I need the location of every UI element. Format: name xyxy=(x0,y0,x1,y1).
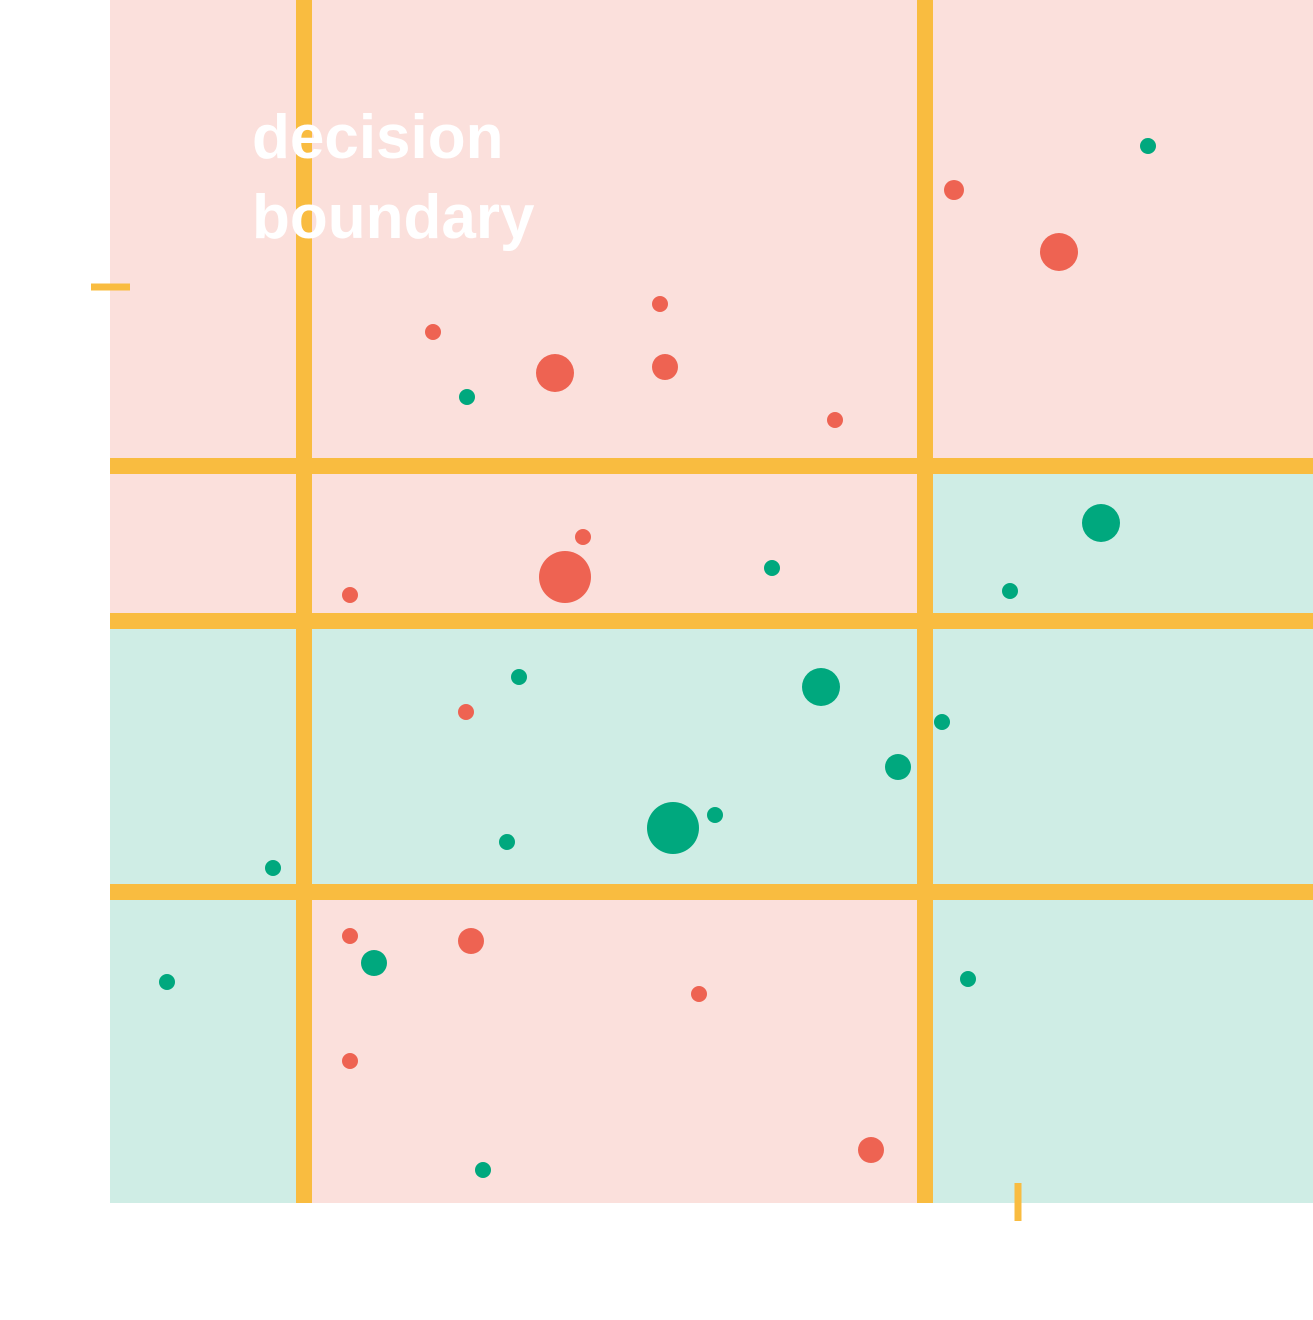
point xyxy=(647,802,699,854)
point xyxy=(539,551,591,603)
region-green xyxy=(110,621,1313,892)
point xyxy=(1002,583,1018,599)
point xyxy=(960,971,976,987)
point xyxy=(459,389,475,405)
point xyxy=(1140,138,1156,154)
region-red xyxy=(110,466,925,621)
region-green xyxy=(925,466,1313,621)
point xyxy=(652,296,668,312)
point xyxy=(944,180,964,200)
point xyxy=(425,324,441,340)
point xyxy=(342,928,358,944)
point xyxy=(575,529,591,545)
boundaries xyxy=(110,0,1313,1203)
point xyxy=(342,587,358,603)
region-green xyxy=(925,892,1313,1203)
point xyxy=(536,354,574,392)
point xyxy=(458,928,484,954)
region-green xyxy=(110,892,304,1203)
point xyxy=(1082,504,1120,542)
annotation: decision boundary xyxy=(252,103,535,252)
point xyxy=(885,754,911,780)
point xyxy=(499,834,515,850)
point xyxy=(1040,233,1078,271)
point xyxy=(458,704,474,720)
regions xyxy=(110,0,1313,1203)
point xyxy=(652,354,678,380)
point xyxy=(858,1137,884,1163)
point xyxy=(707,807,723,823)
point xyxy=(802,668,840,706)
region-red xyxy=(304,892,925,1203)
point xyxy=(475,1162,491,1178)
point xyxy=(691,986,707,1002)
point xyxy=(361,950,387,976)
point xyxy=(764,560,780,576)
point xyxy=(342,1053,358,1069)
point xyxy=(265,860,281,876)
point xyxy=(159,974,175,990)
point xyxy=(934,714,950,730)
points xyxy=(159,138,1156,1178)
point xyxy=(511,669,527,685)
point xyxy=(827,412,843,428)
